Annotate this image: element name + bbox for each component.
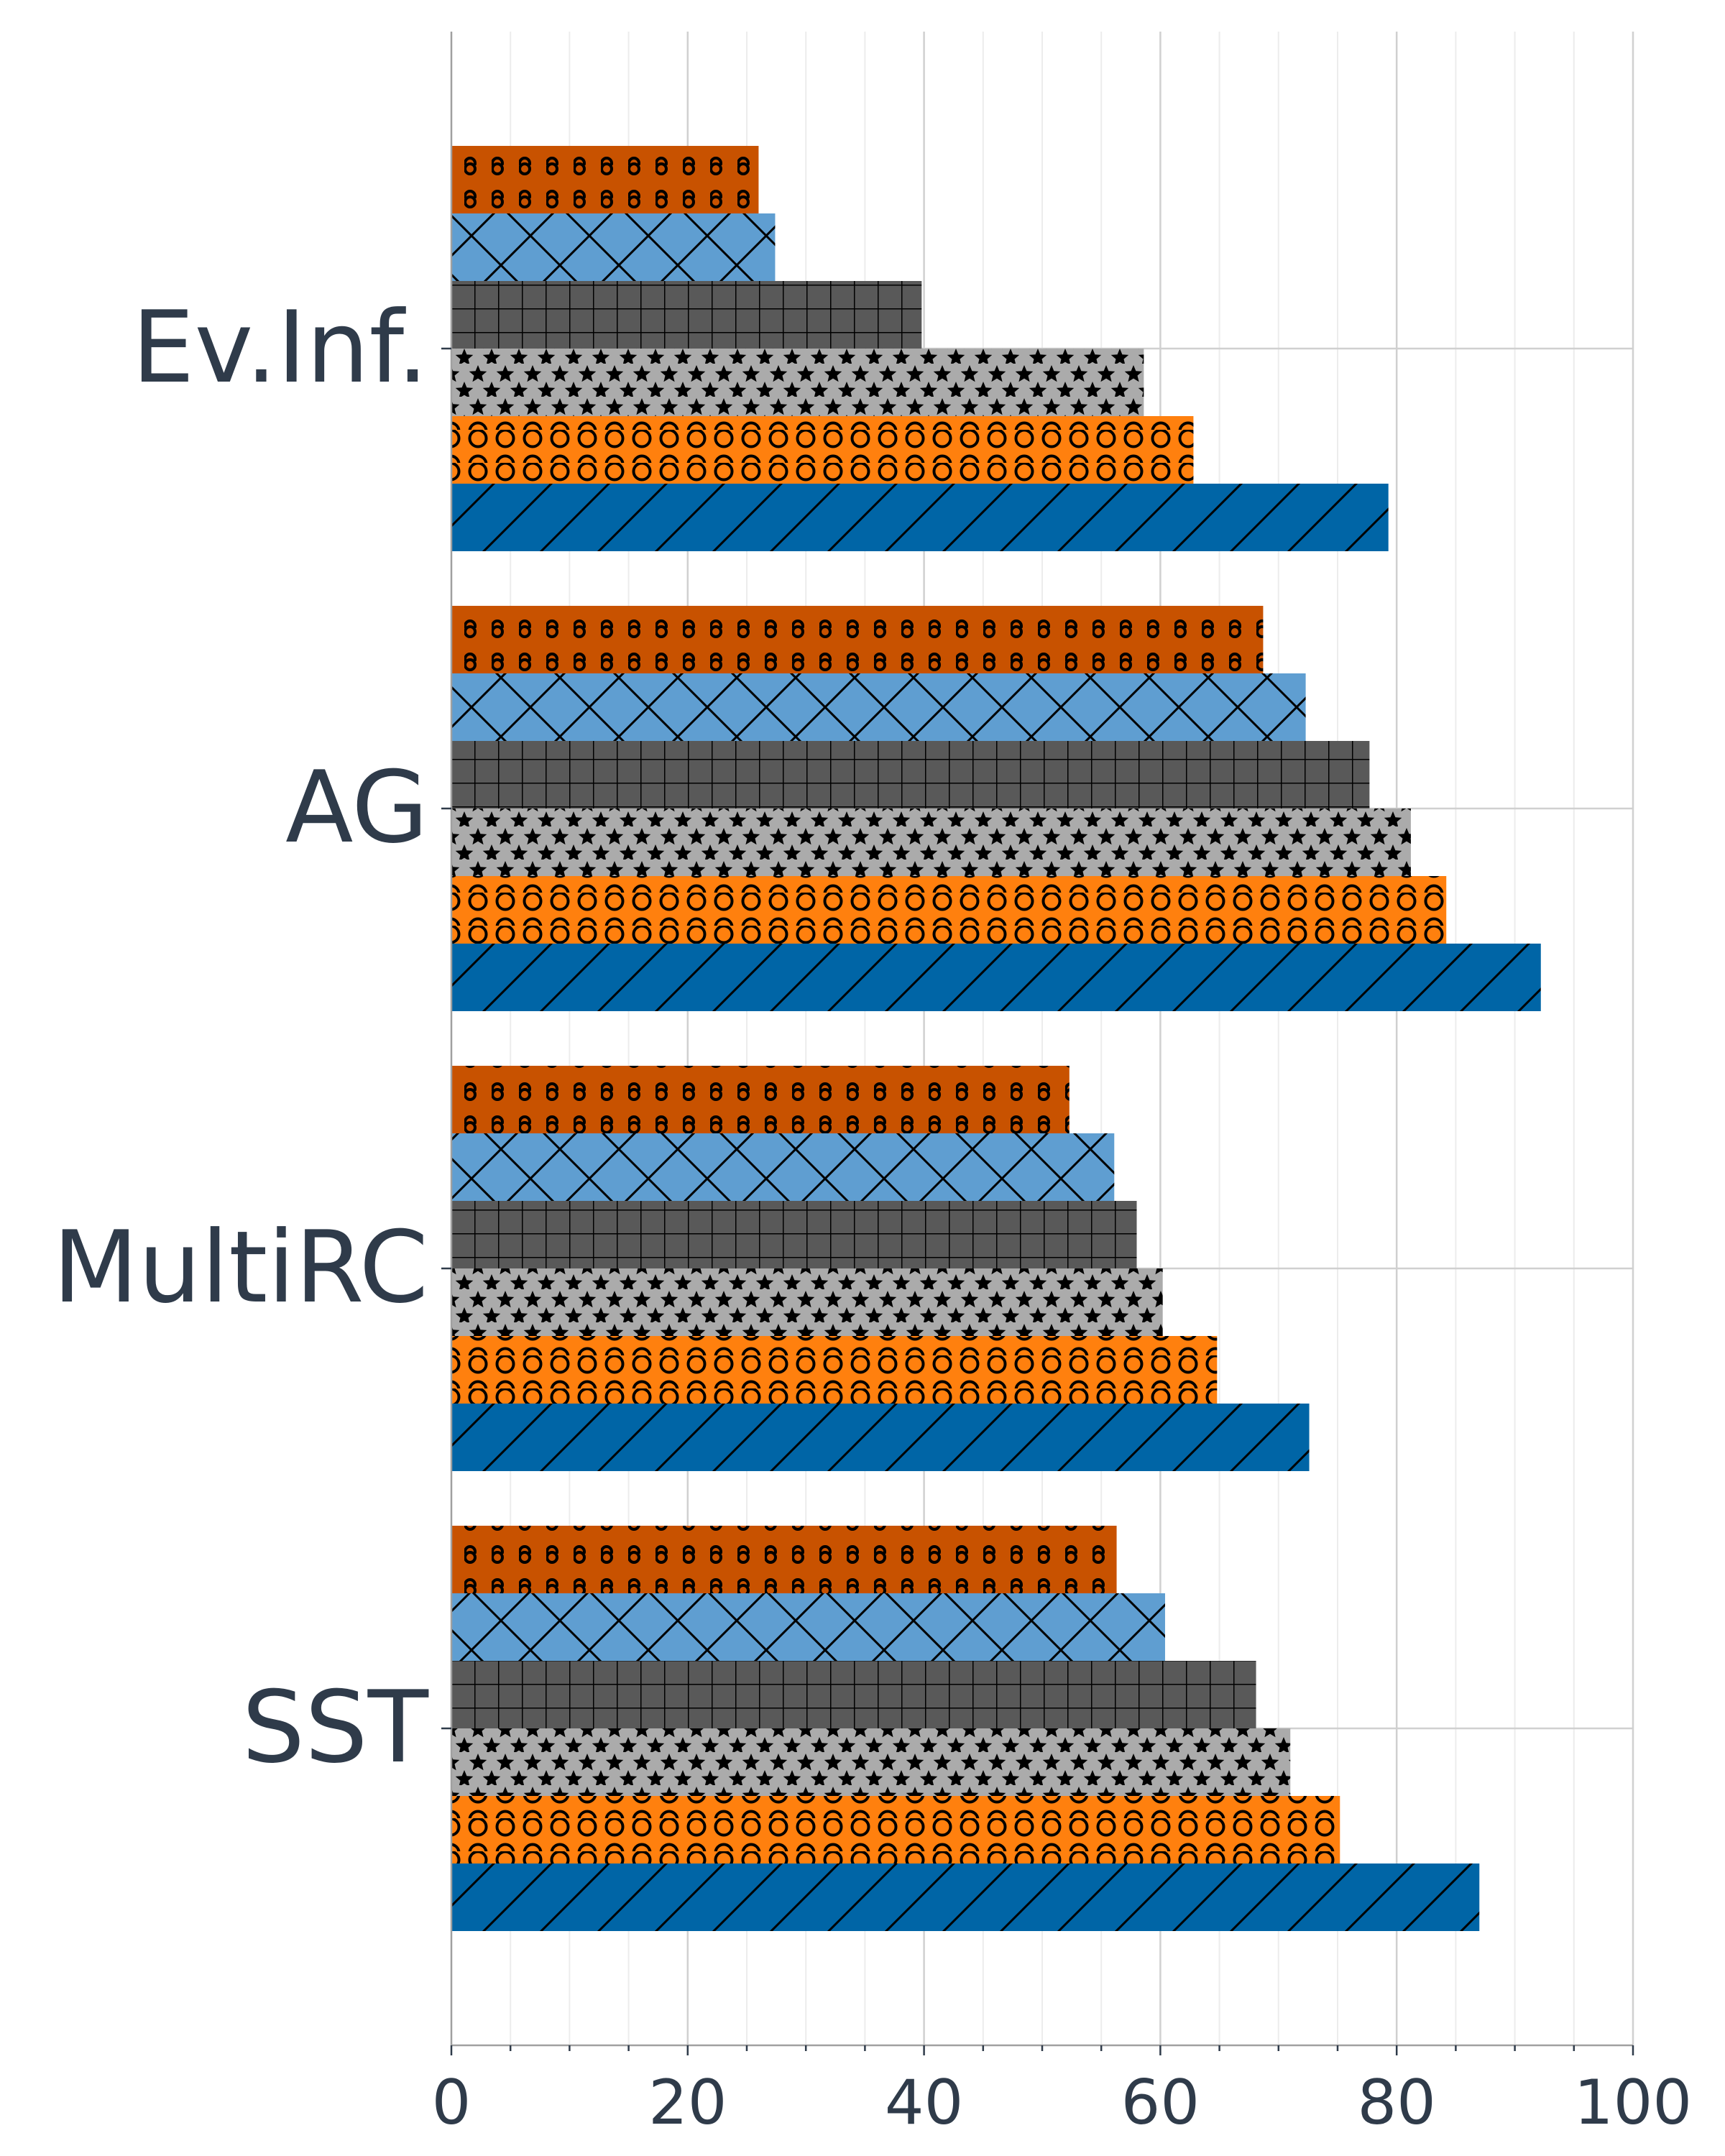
bar xyxy=(451,1864,1480,1931)
bar xyxy=(451,673,1306,741)
bar xyxy=(451,1336,1218,1404)
x-tick-label: 20 xyxy=(648,2067,727,2139)
bar xyxy=(451,213,776,281)
bar xyxy=(451,146,759,213)
x-tick-label: 40 xyxy=(885,2067,963,2139)
bar xyxy=(451,281,922,349)
category-label: Ev.Inf. xyxy=(132,290,428,405)
bar xyxy=(451,1066,1070,1133)
bar xyxy=(451,416,1194,484)
bar xyxy=(451,349,1144,416)
bar xyxy=(451,1728,1291,1796)
axes xyxy=(441,32,1634,2055)
x-tick-label: 100 xyxy=(1574,2067,1692,2139)
bar xyxy=(451,1268,1163,1336)
bar xyxy=(451,1796,1340,1864)
bar xyxy=(451,1526,1117,1593)
tick-labels: 0 20 40 60 80 100 Ev.Inf. AG MultiRC SST xyxy=(52,290,1692,2139)
category-label: MultiRC xyxy=(52,1210,428,1325)
bar xyxy=(451,741,1370,808)
bar xyxy=(451,1593,1165,1661)
bar xyxy=(451,1404,1310,1471)
bar xyxy=(451,484,1389,551)
x-tick-label: 80 xyxy=(1357,2067,1435,2139)
bar xyxy=(451,1201,1137,1268)
bar xyxy=(451,944,1541,1011)
bar xyxy=(451,808,1411,876)
bar xyxy=(451,1661,1256,1728)
category-label: AG xyxy=(285,750,428,865)
bar xyxy=(451,606,1264,673)
x-tick-label: 60 xyxy=(1121,2067,1200,2139)
bar xyxy=(451,876,1447,944)
category-label: SST xyxy=(242,1669,429,1785)
x-tick-label: 0 xyxy=(432,2067,472,2139)
bars xyxy=(451,146,1541,1931)
bar xyxy=(451,1133,1115,1201)
